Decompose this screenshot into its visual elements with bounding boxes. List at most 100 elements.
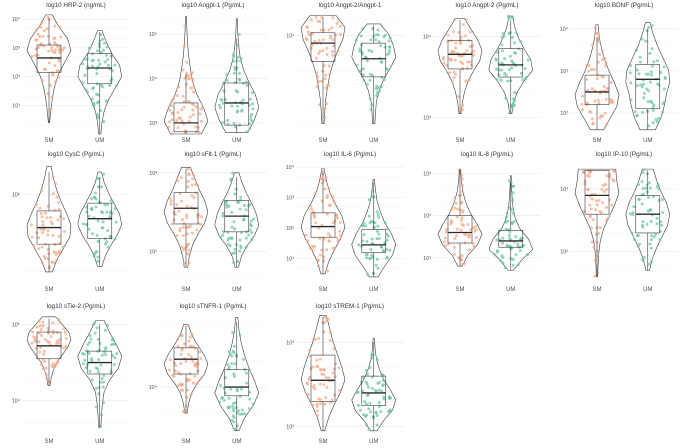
data-point-SM (55, 339, 59, 343)
data-point-SM (40, 333, 44, 337)
data-point-UM (368, 401, 372, 405)
data-point-UM (233, 427, 237, 431)
data-point-UM (101, 37, 105, 41)
data-point-SM (459, 218, 463, 222)
data-point-UM (642, 168, 646, 172)
data-point-SM (187, 225, 190, 229)
data-point-UM (97, 116, 101, 120)
data-point-SM (608, 172, 612, 176)
data-point-UM (365, 372, 369, 376)
x-tick-label: UM (232, 287, 241, 293)
data-point-UM (375, 94, 379, 98)
data-point-SM (472, 53, 476, 57)
data-point-SM (196, 183, 200, 187)
data-point-UM (96, 49, 100, 53)
data-point-UM (647, 196, 651, 200)
data-point-UM (101, 220, 105, 224)
data-point-UM (380, 75, 384, 79)
data-point-SM (173, 213, 177, 217)
data-point-SM (317, 103, 321, 107)
data-point-UM (637, 197, 641, 201)
x-tick-label: SM (182, 138, 191, 144)
data-point-UM (359, 34, 363, 38)
box-UM (87, 53, 113, 85)
data-point-UM (363, 399, 367, 403)
data-point-UM (93, 331, 97, 335)
data-point-UM (218, 106, 222, 110)
data-point-UM (232, 401, 236, 405)
y-tick-label: 10⁵ (149, 32, 157, 38)
data-point-SM (600, 74, 604, 78)
data-point-UM (250, 91, 254, 95)
box-UM (87, 202, 113, 239)
data-point-UM (251, 217, 255, 221)
data-point-UM (99, 363, 103, 367)
data-point-SM (175, 118, 179, 122)
data-point-SM (55, 360, 59, 364)
data-point-UM (501, 236, 505, 240)
data-point-SM (610, 203, 614, 207)
data-point-UM (657, 116, 661, 120)
data-point-SM (314, 15, 318, 19)
x-tick-label: UM (95, 138, 104, 144)
data-point-SM (317, 336, 321, 340)
data-point-UM (508, 230, 512, 234)
data-point-SM (186, 167, 190, 171)
data-point-SM (177, 85, 181, 89)
data-point-SM (180, 383, 184, 387)
data-point-SM (190, 183, 194, 187)
data-point-UM (516, 245, 520, 249)
data-point-SM (317, 38, 321, 42)
data-point-SM (46, 257, 50, 261)
data-point-SM (182, 233, 186, 237)
data-point-SM (338, 220, 342, 224)
data-point-SM (53, 208, 57, 212)
data-point-SM (454, 72, 458, 76)
data-point-SM (474, 225, 478, 229)
data-point-UM (383, 33, 387, 37)
data-point-UM (383, 45, 387, 49)
data-point-UM (377, 388, 381, 392)
data-point-SM (63, 331, 67, 335)
data-point-UM (649, 260, 653, 264)
data-point-UM (359, 408, 363, 412)
y-tick-label: 10³ (286, 196, 294, 202)
data-point-SM (326, 193, 329, 197)
data-point-SM (181, 218, 185, 222)
data-point-UM (106, 63, 110, 67)
data-point-UM (239, 195, 243, 199)
data-point-UM (375, 90, 379, 94)
data-point-SM (595, 31, 599, 35)
data-point-UM (519, 71, 523, 75)
data-point-SM (188, 378, 192, 382)
y-tick-label: 10³ (560, 187, 568, 193)
data-point-SM (313, 387, 317, 391)
panel-title: log10 sTie-2 (Pg/mL) (47, 303, 106, 310)
data-point-UM (647, 181, 651, 185)
data-point-UM (645, 172, 649, 176)
y-tick-label: 10⁵ (12, 322, 20, 328)
data-point-SM (464, 18, 468, 22)
y-tick-label: 10⁴ (423, 34, 432, 40)
data-point-UM (102, 41, 106, 45)
data-point-UM (364, 402, 368, 406)
data-point-SM (185, 213, 189, 217)
data-point-UM (226, 242, 230, 246)
data-point-UM (635, 114, 639, 118)
data-point-SM (452, 50, 456, 54)
data-point-UM (222, 398, 226, 402)
data-point-UM (100, 353, 104, 357)
box-UM (498, 48, 524, 78)
data-point-SM (315, 56, 319, 60)
data-point-SM (180, 348, 184, 352)
data-point-UM (648, 51, 652, 55)
data-point-UM (104, 53, 108, 57)
data-point-UM (505, 211, 509, 215)
data-point-UM (523, 66, 527, 70)
data-point-SM (460, 173, 464, 177)
data-point-UM (101, 385, 105, 389)
data-point-SM (318, 49, 322, 53)
data-point-UM (651, 105, 655, 109)
data-point-UM (108, 215, 112, 219)
data-point-SM (191, 78, 195, 82)
